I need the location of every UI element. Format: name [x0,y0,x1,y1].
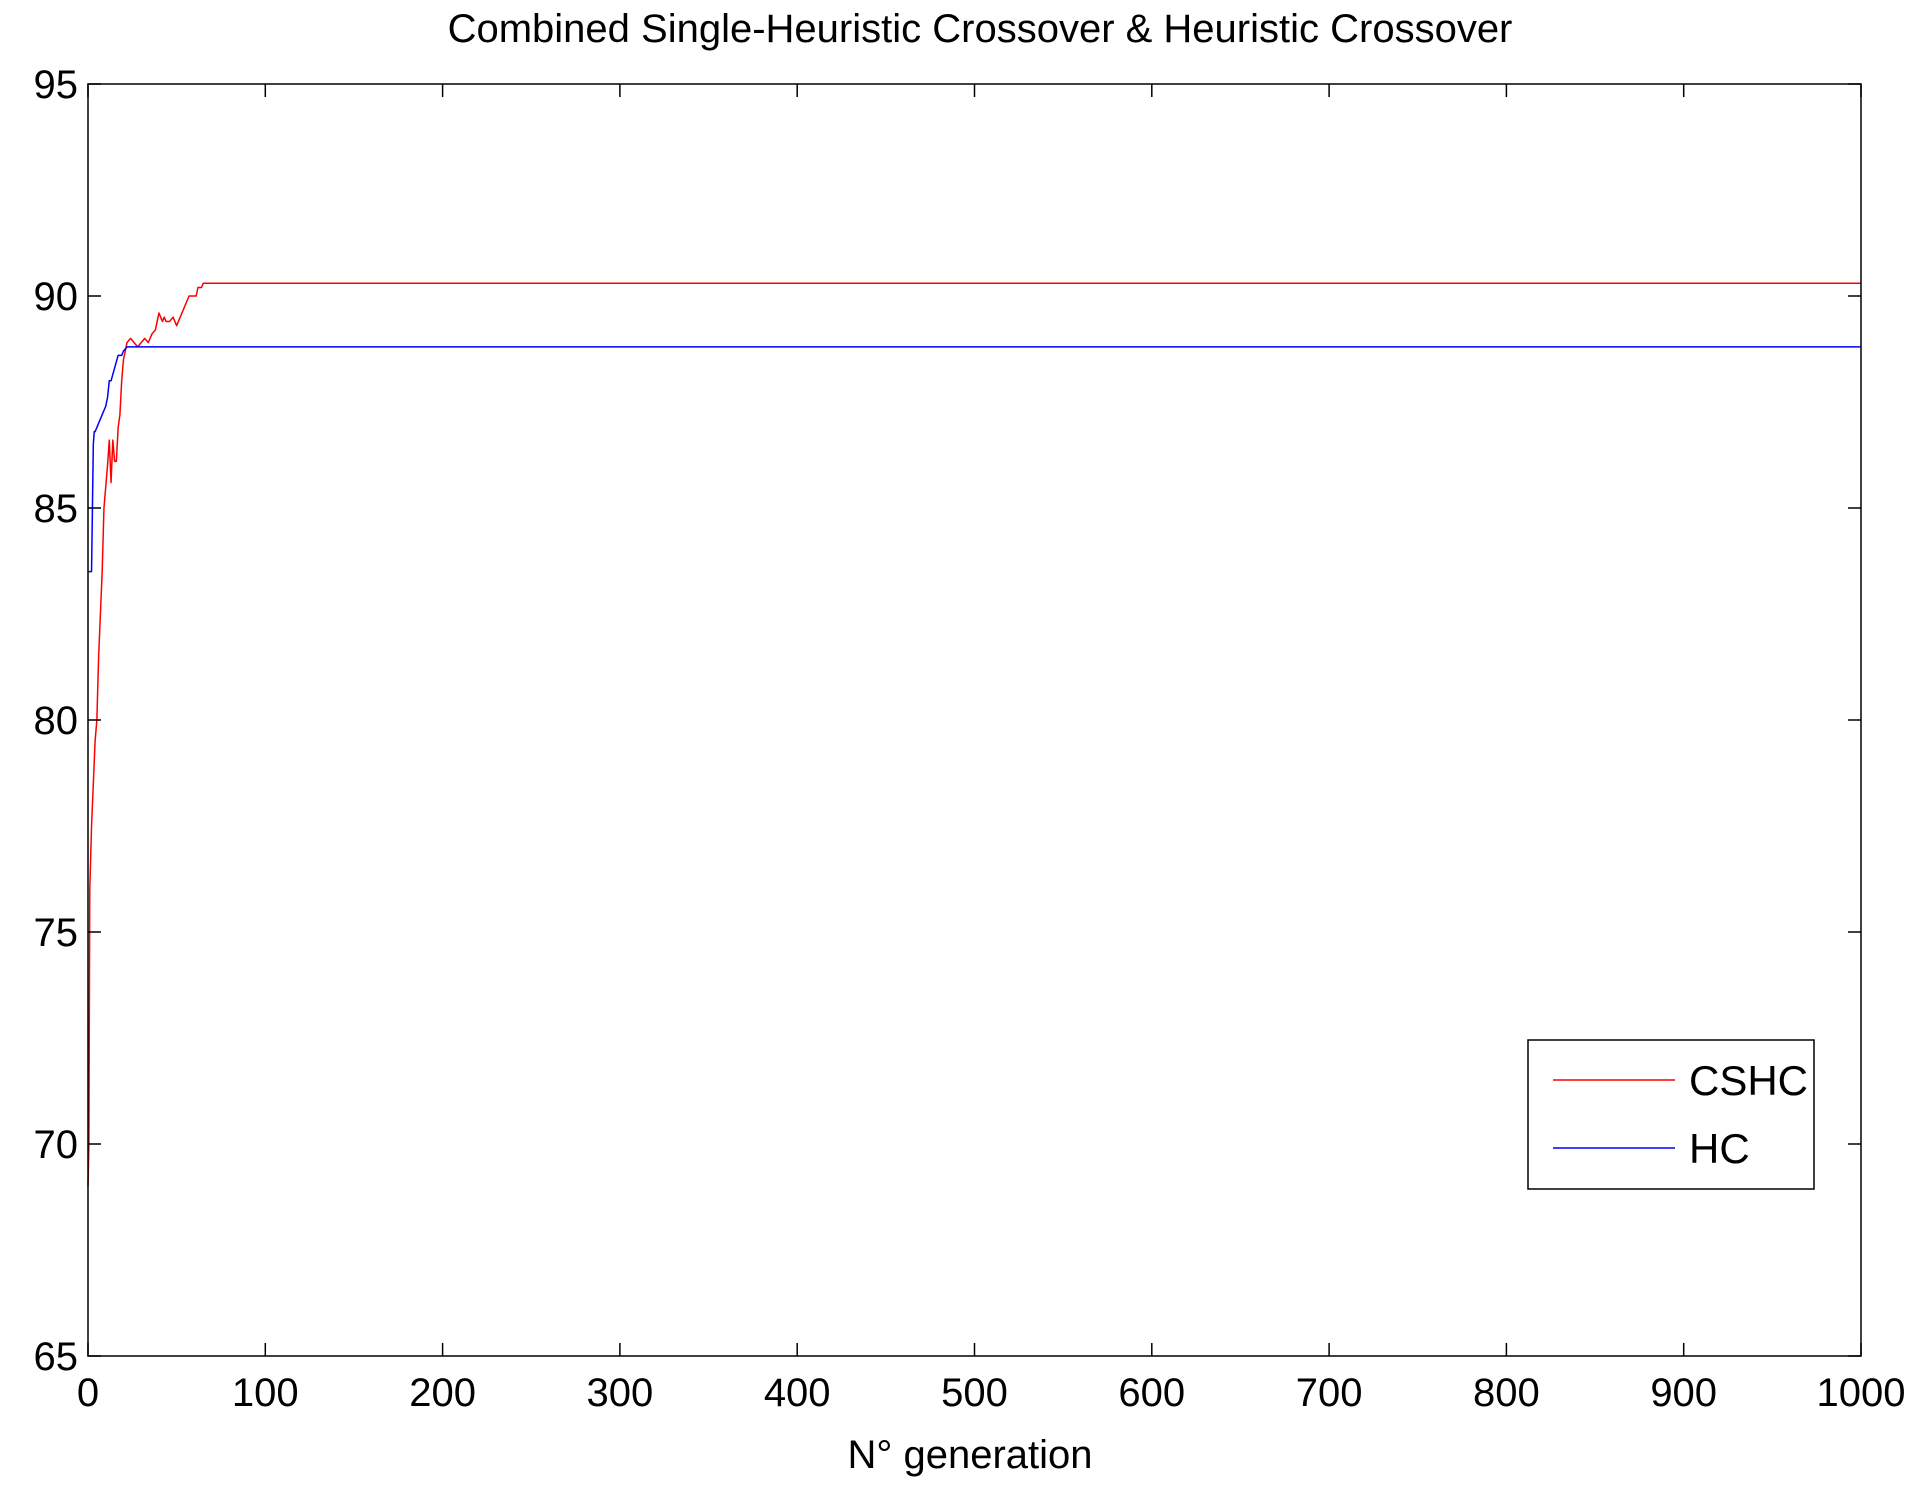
legend-label-hc: HC [1689,1125,1750,1172]
x-tick-label: 400 [764,1371,831,1415]
series-line-hc [88,346,1861,573]
plot-series [87,282,1861,1187]
y-tick-label: 75 [34,911,79,955]
y-tick-label: 65 [34,1335,79,1379]
x-tick-label: 300 [587,1371,654,1415]
legend-box [1527,1039,1815,1190]
chart-title: Combined Single-Heuristic Crossover & He… [448,7,1513,51]
y-tick-label: 80 [34,699,79,743]
legend: CSHC HC [1527,1039,1815,1190]
x-tick-label: 700 [1296,1371,1363,1415]
x-tick-label: 100 [232,1371,299,1415]
y-tick-label: 70 [34,1123,79,1167]
legend-label-cshc: CSHC [1689,1057,1808,1104]
y-axis-ticks: 65 70 75 80 85 90 95 [34,63,1861,1379]
x-tick-label: 500 [941,1371,1008,1415]
x-tick-label: 800 [1473,1371,1540,1415]
y-tick-label: 95 [34,63,79,107]
x-tick-label: 200 [409,1371,476,1415]
x-tick-label: 0 [77,1371,99,1415]
y-tick-label: 85 [34,487,79,531]
x-tick-label: 1000 [1817,1371,1906,1415]
x-tick-label: 900 [1650,1371,1717,1415]
x-axis-label: N° generation [847,1433,1092,1477]
x-tick-label: 600 [1118,1371,1185,1415]
y-tick-label: 90 [34,275,79,319]
x-axis-ticks: 0 100 200 300 400 500 600 700 800 900 1000 [77,84,1906,1415]
